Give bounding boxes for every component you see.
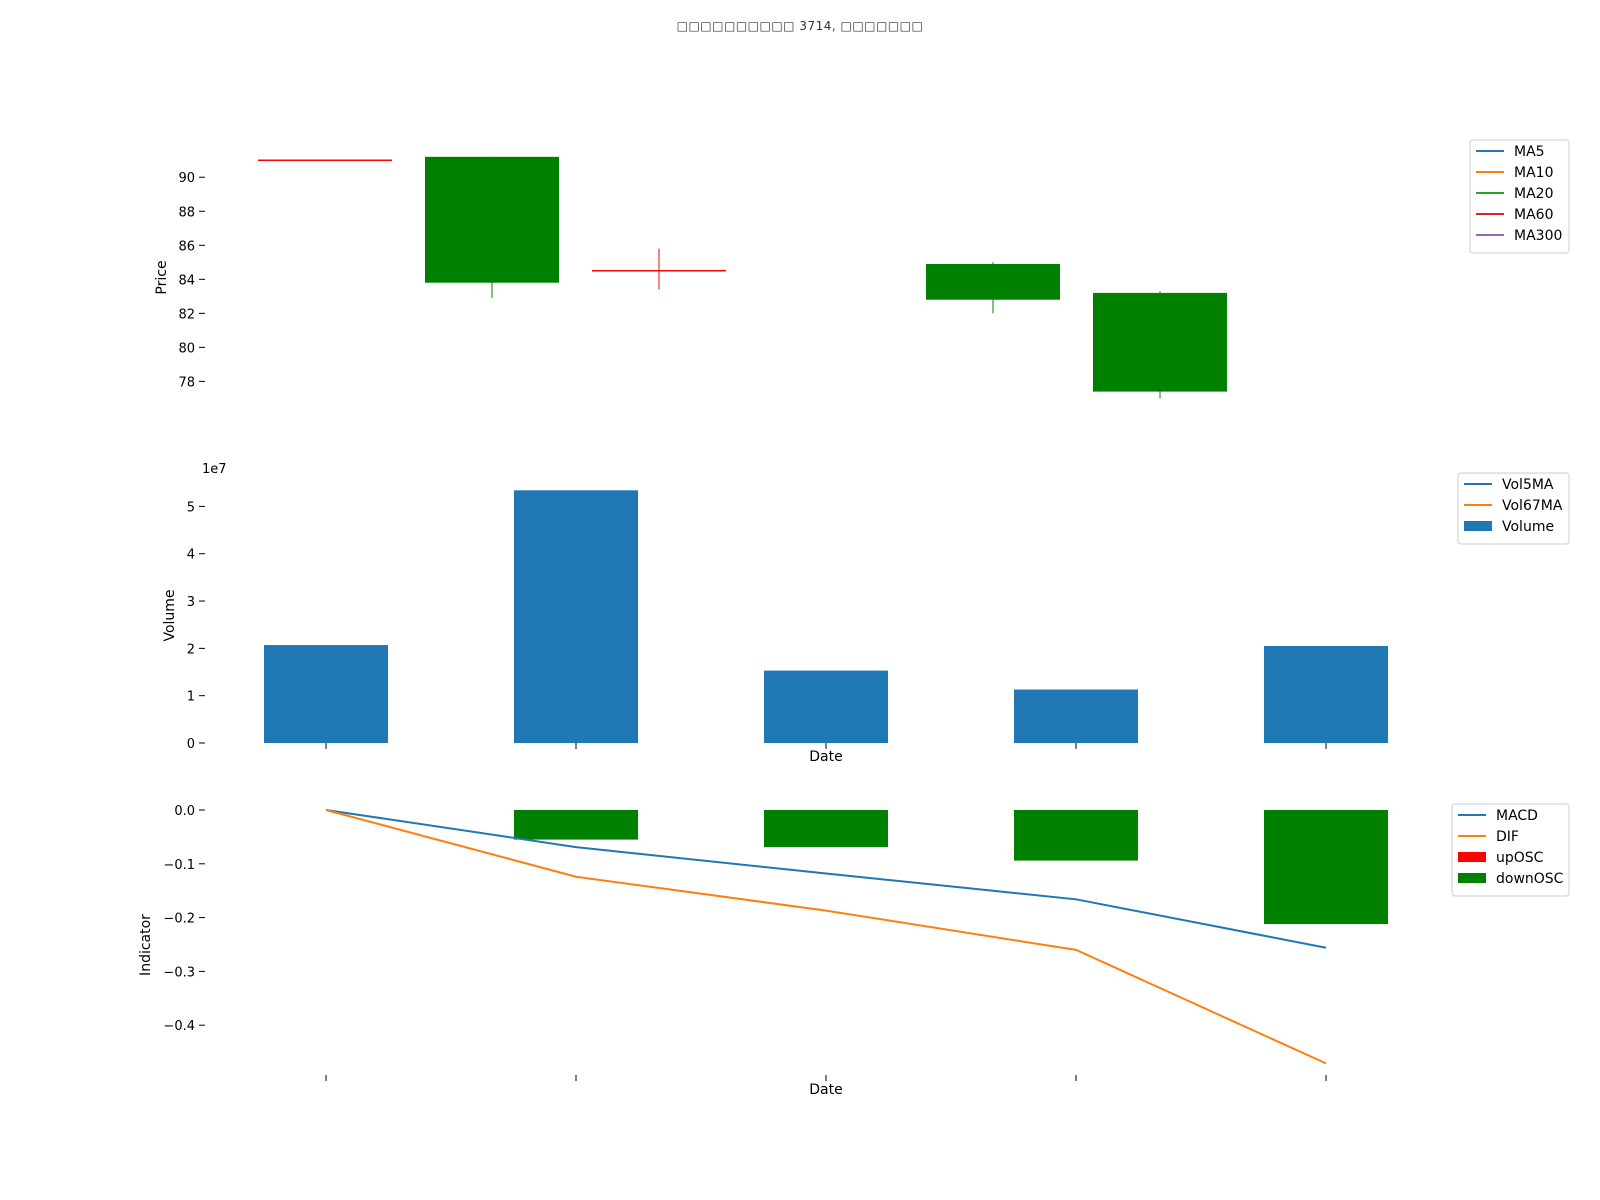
price-legend-label: MA300 <box>1514 228 1562 244</box>
indicator-legend-label: upOSC <box>1496 850 1544 866</box>
indicator-tick-label: −0.1 <box>163 858 195 873</box>
volume-bar <box>1014 689 1138 743</box>
price-tick-label: 82 <box>178 307 195 322</box>
price-legend <box>1469 139 1570 254</box>
price-panel: 78 80 82 84 86 88 90 Price MA5 MA10 MA20 MA60 MA300 <box>154 139 1570 399</box>
indicator-tick-label: −0.2 <box>163 912 195 927</box>
macd-line <box>325 809 1327 949</box>
volume-bar <box>514 490 638 743</box>
volume-legend-label: Vol5MA <box>1502 477 1554 493</box>
volume-bar <box>264 645 388 743</box>
volume-x-axis-label: Date <box>809 749 842 765</box>
down-osc-bar <box>514 810 638 840</box>
price-axis-label: Price <box>154 260 170 294</box>
indicator-legend-swatch <box>1458 873 1486 883</box>
volume-bar <box>1264 645 1388 743</box>
candle-body <box>926 263 1060 300</box>
price-legend-label: MA10 <box>1514 165 1553 181</box>
volume-tick-label: 0 <box>187 737 195 752</box>
candle-body <box>1093 292 1227 392</box>
indicator-legend-label: DIF <box>1496 829 1519 845</box>
price-tick-label: 80 <box>178 341 195 356</box>
price-legend-label: MA20 <box>1514 186 1553 202</box>
volume-panel: 0 1 2 3 4 5 1e7 Volume Date Vol5MA Vol67MA Volume <box>162 462 1570 765</box>
volume-bar <box>764 670 888 743</box>
volume-axis-label: Volume <box>162 589 178 641</box>
price-tick-label: 86 <box>178 239 195 254</box>
volume-legend-swatch <box>1464 521 1492 531</box>
indicator-legend-label: downOSC <box>1496 871 1564 887</box>
indicator-axis-label: Indicator <box>138 914 154 976</box>
price-legend-label: MA60 <box>1514 207 1553 223</box>
price-tick-label: 90 <box>178 171 195 186</box>
dif-line <box>325 809 1327 1065</box>
indicator-tick-label: −0.3 <box>163 965 195 980</box>
volume-tick-label: 5 <box>187 500 195 515</box>
price-tick-label: 84 <box>178 273 195 288</box>
volume-tick-label: 2 <box>187 642 195 657</box>
down-osc-bar <box>1014 810 1138 861</box>
down-osc-bar <box>1264 810 1388 925</box>
volume-tick-label: 1 <box>187 690 195 705</box>
candle-body <box>425 156 559 283</box>
indicator-x-axis-label: Date <box>809 1082 842 1098</box>
chart-title: □□□□□□□□□□ 3714, □□□□□□□ <box>676 19 924 33</box>
indicator-tick-label: 0.0 <box>174 804 195 819</box>
indicator-panel: 0.0 −0.1 −0.2 −0.3 −0.4 Indicator Date MACD DIF u… <box>138 803 1570 1098</box>
indicator-legend-swatch <box>1458 852 1486 862</box>
indicator-tick-label: −0.4 <box>163 1019 195 1034</box>
price-tick-label: 78 <box>178 375 195 390</box>
volume-tick-label: 4 <box>187 548 195 563</box>
volume-legend-label: Vol67MA <box>1502 498 1563 514</box>
price-legend-label: MA5 <box>1514 144 1545 160</box>
indicator-legend-label: MACD <box>1496 808 1538 824</box>
price-tick-label: 88 <box>178 205 195 220</box>
volume-legend-label: Volume <box>1502 519 1554 535</box>
volume-offset-text: 1e7 <box>202 462 227 477</box>
volume-tick-label: 3 <box>187 595 195 610</box>
down-osc-bar <box>764 810 888 848</box>
